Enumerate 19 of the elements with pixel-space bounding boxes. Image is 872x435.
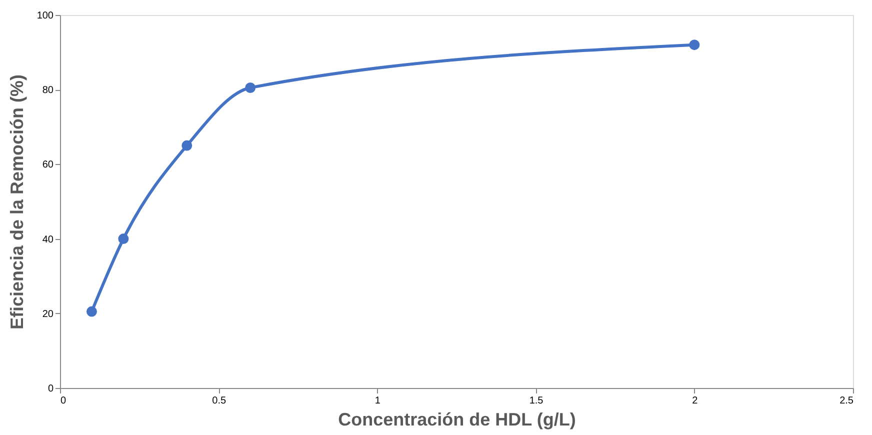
x-tick-label: 1: [374, 396, 381, 406]
point: [245, 82, 256, 93]
x-tick-label: 2.5: [840, 396, 854, 406]
y-tick-label: 100: [36, 10, 54, 22]
y-tick-label: 40: [42, 234, 54, 246]
y-tick-label: 60: [42, 160, 54, 171]
x-tick-label: 1.5: [529, 396, 544, 406]
point: [182, 140, 192, 151]
y-tick-label: 80: [42, 85, 54, 96]
x-tick-label: 0.5: [212, 396, 226, 406]
y-axis-title: Eficiencia de la Remoción (%): [6, 74, 27, 330]
x-axis-title: Concentración de HDL (g/L): [338, 410, 576, 430]
x-tick-label: 2: [692, 396, 698, 406]
y-tick-label: 0: [48, 384, 54, 394]
point: [689, 40, 700, 50]
point: [86, 306, 97, 317]
x-tick-label: 0: [60, 396, 66, 406]
y-tick-label: 20: [42, 308, 54, 320]
point: [118, 234, 129, 244]
